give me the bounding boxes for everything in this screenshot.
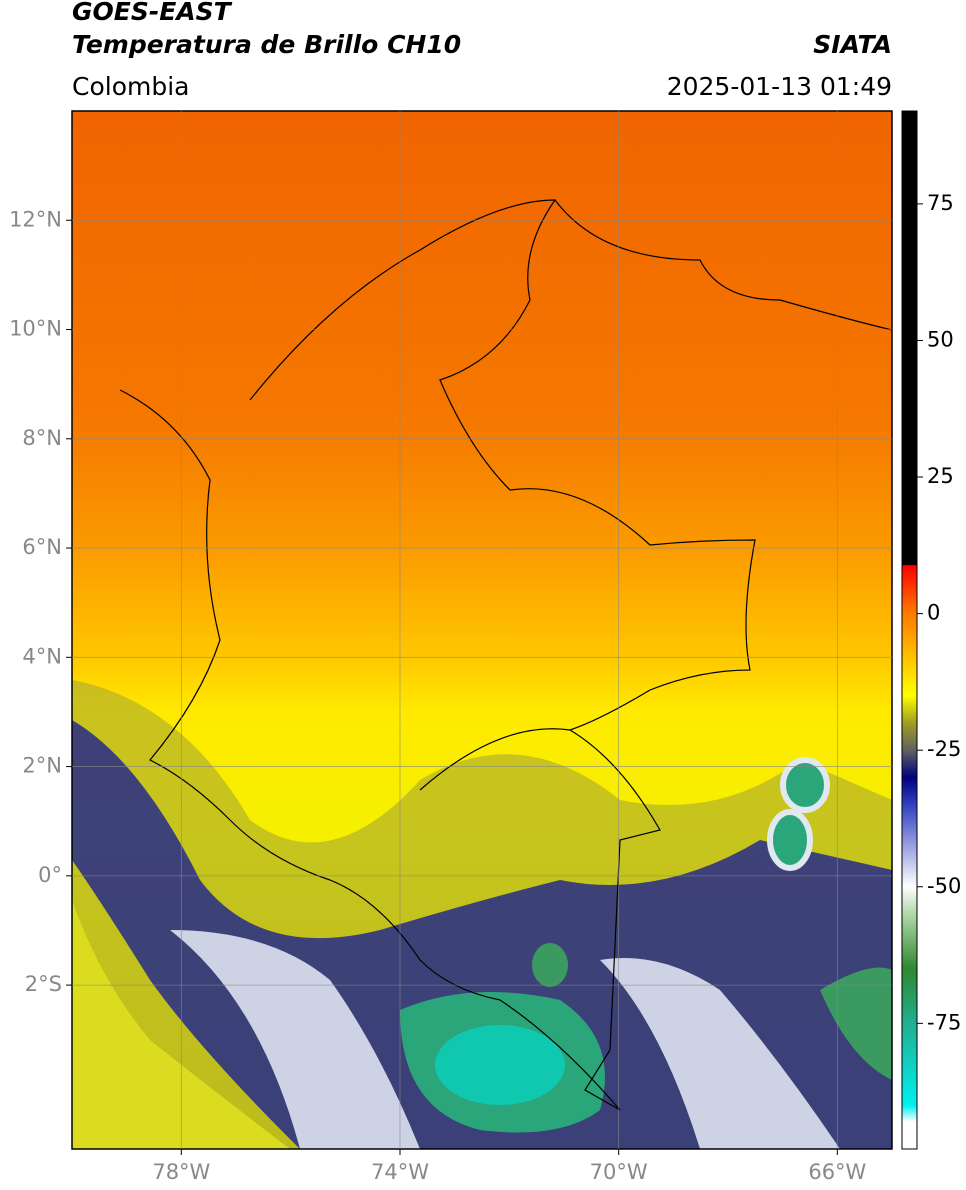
source: SIATA [813,30,892,59]
y-tick-label: 4°N [22,644,62,668]
satellite-image [72,111,892,1149]
map-frame [71,110,893,1150]
datetime: 2025-01-13 01:49 [667,72,892,101]
x-tick-label: 66°W [808,1160,866,1184]
subtitle: Temperatura de Brillo CH10 [72,30,461,59]
y-tick-label: 0° [38,863,62,887]
y-tick-label: 6°N [22,535,62,559]
colorbar-tick-label: -50 [927,874,961,898]
title: GOES-EAST [72,0,233,26]
y-tick-label: 2°S [25,972,62,996]
colorbar [901,110,918,1150]
x-tick-label: 78°W [152,1160,210,1184]
colorbar-tick-label: 75 [927,191,954,215]
borders [119,199,892,1111]
y-tick-label: 2°N [22,754,62,778]
colorbar-tick-label: 25 [927,464,954,488]
colorbar-tick-label: -25 [927,737,961,761]
y-tick-label: 8°N [22,426,62,450]
x-tick-label: 74°W [371,1160,429,1184]
x-tick-label: 70°W [590,1160,648,1184]
colorbar-tick-label: 0 [927,601,940,625]
region: Colombia [72,72,189,101]
y-tick-label: 10°N [9,317,62,341]
colorbar-tick-label: -75 [927,1010,961,1034]
y-tick-label: 12°N [9,207,62,231]
colorbar-tick-label: 50 [927,327,954,351]
